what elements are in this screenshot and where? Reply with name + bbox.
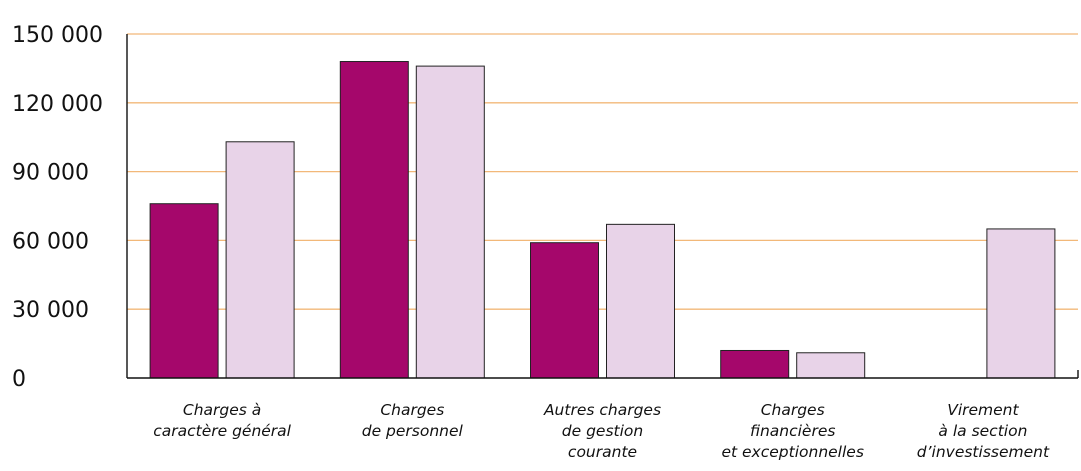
bar — [149, 203, 219, 379]
y-tick-label: 60 000 — [12, 229, 89, 254]
y-tick-label: 0 — [12, 367, 26, 392]
bar — [986, 228, 1056, 379]
category-label: Charges à caractère général — [153, 401, 291, 440]
y-tick-label: 150 000 — [12, 23, 103, 48]
bar — [339, 61, 409, 379]
bar — [606, 223, 675, 379]
category-label: Charges de personnel — [362, 401, 464, 440]
y-tick-label: 30 000 — [12, 298, 89, 323]
bar-group — [986, 228, 1056, 379]
bar-group — [530, 223, 675, 379]
bar — [720, 349, 790, 379]
bar — [530, 242, 599, 379]
y-tick-label: 120 000 — [12, 92, 103, 117]
bar — [225, 141, 295, 379]
bar-group — [720, 349, 866, 379]
category-label: Charges financières et exceptionnelles — [721, 401, 863, 461]
category-labels: Charges à caractère général Charges de pers… — [153, 401, 1050, 461]
bar — [415, 65, 485, 379]
bar-group — [149, 141, 295, 379]
y-axis-tick-labels: 0 30 000 60 000 90 000 120 000 150 000 — [12, 23, 103, 392]
bars — [149, 61, 1056, 379]
category-label: Virement à la section d’investissement — [917, 401, 1050, 461]
y-tick-label: 90 000 — [12, 161, 89, 186]
bar — [796, 352, 866, 379]
category-label: Autres charges de gestion courante — [543, 401, 661, 461]
axes — [126, 34, 1079, 379]
bar-group — [339, 61, 485, 379]
